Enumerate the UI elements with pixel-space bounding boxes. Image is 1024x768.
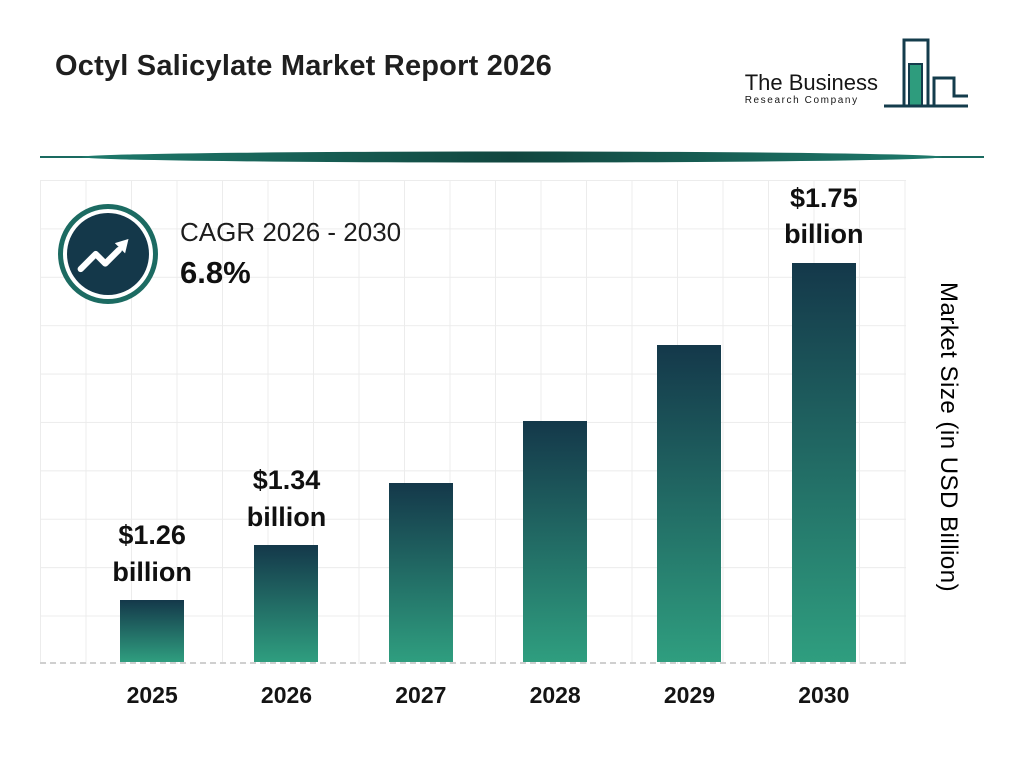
cagr-badge: CAGR 2026 - 2030 6.8% (58, 204, 401, 304)
bar-column (622, 180, 756, 662)
trend-arrow-icon (58, 204, 158, 304)
bar-chart: $1.26 billion $1.34 billion $1.75 billion CAG… (40, 180, 906, 664)
bar-value-label: $1.34 billion (246, 465, 327, 532)
logo-text: The Business Research Company (745, 71, 878, 120)
logo-company-name: The Business (744, 69, 878, 95)
x-axis-labels: 2025 2026 2027 2028 2029 2030 (40, 682, 906, 709)
page-title: Octyl Salicylate Market Report 2026 (55, 50, 553, 82)
bar (523, 421, 588, 662)
bar-value-label: $1.26 billion (112, 520, 192, 587)
bar-chart-logo-icon (884, 38, 968, 108)
bar-column (354, 180, 488, 662)
bar-value-label: $1.75 billion (784, 183, 864, 250)
x-axis-label: 2028 (529, 682, 581, 708)
divider-line (40, 151, 984, 163)
x-axis-label: 2029 (663, 682, 716, 708)
cagr-label: CAGR 2026 - 2030 (180, 217, 402, 248)
bar (254, 544, 319, 662)
x-axis-label: 2030 (798, 682, 850, 708)
cagr-value: 6.8% (180, 254, 251, 290)
x-axis-label: 2025 (126, 682, 178, 708)
bar-column: $1.26 billion (85, 180, 219, 662)
logo-company-subtitle: Research Company (744, 95, 859, 106)
bar-column: $1.75 billion (757, 180, 891, 662)
bar (657, 345, 722, 662)
y-axis-title: Market Size (in USD Billion) (935, 282, 962, 593)
company-logo: The Business Research Company (745, 34, 972, 120)
bar-column: $1.34 billion (219, 180, 353, 662)
bar (388, 482, 453, 662)
bar-column (488, 180, 622, 662)
x-axis-label: 2026 (260, 682, 313, 708)
bar (791, 262, 856, 662)
x-axis-label: 2027 (395, 682, 447, 708)
cagr-text: CAGR 2026 - 2030 6.8% (180, 217, 401, 290)
bars-row: $1.26 billion $1.34 billion $1.75 billion (40, 180, 906, 662)
bar (120, 600, 185, 662)
